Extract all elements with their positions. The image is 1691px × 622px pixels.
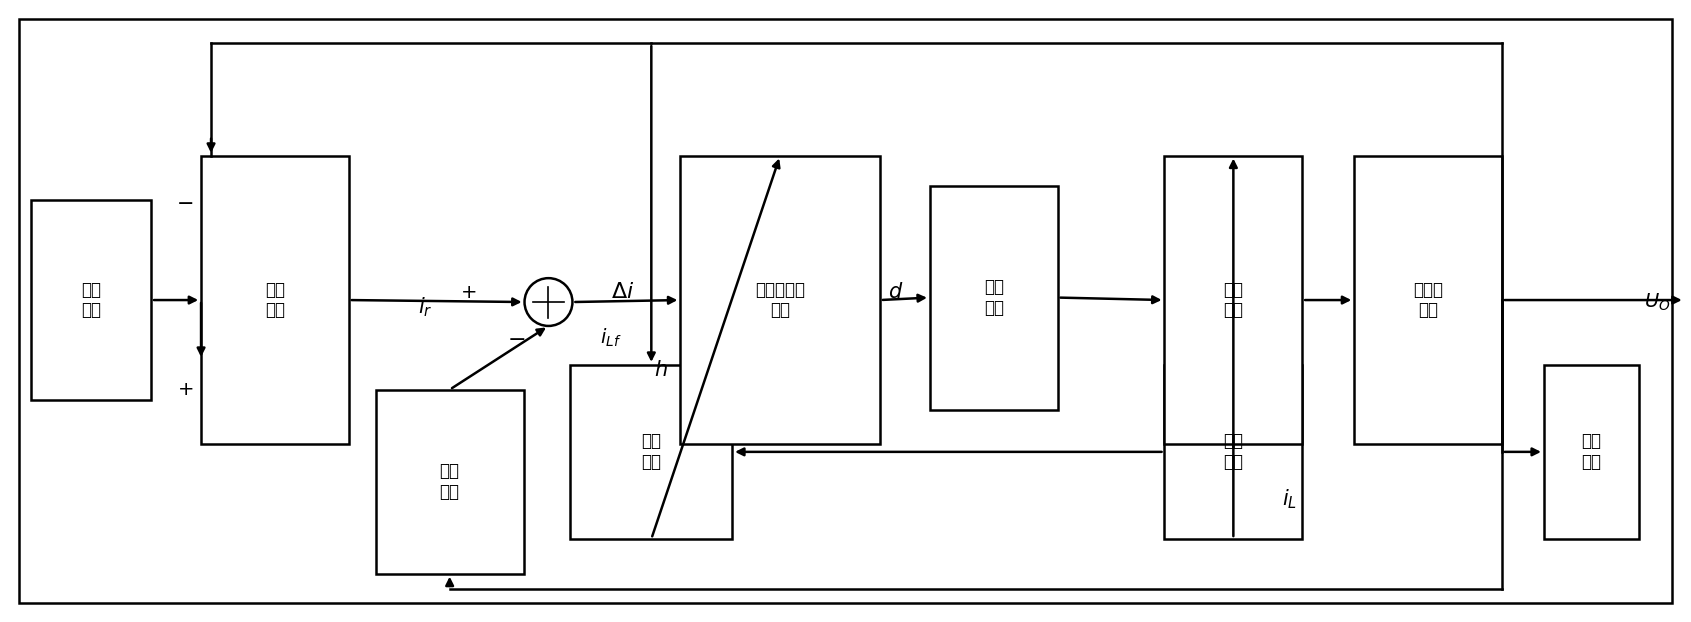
Text: 低通滤
波器: 低通滤 波器 — [1414, 281, 1442, 320]
Text: $-$: $-$ — [507, 328, 526, 348]
FancyBboxPatch shape — [930, 185, 1057, 409]
FancyBboxPatch shape — [570, 364, 732, 539]
Text: 驱动
电路: 驱动 电路 — [984, 278, 1004, 317]
Text: $U_O$: $U_O$ — [1644, 291, 1671, 313]
Text: 电压
反馈: 电压 反馈 — [1581, 432, 1601, 471]
Text: 逆变
桥臂: 逆变 桥臂 — [1223, 281, 1243, 320]
FancyBboxPatch shape — [1165, 156, 1302, 444]
Text: $+$: $+$ — [176, 380, 193, 399]
Text: $-$: $-$ — [176, 192, 193, 213]
FancyBboxPatch shape — [1544, 364, 1639, 539]
Text: $i_{Lf}$: $i_{Lf}$ — [600, 327, 622, 349]
Text: $i_L$: $i_L$ — [1282, 488, 1297, 511]
Text: 母线
电压: 母线 电压 — [1223, 432, 1243, 471]
FancyBboxPatch shape — [375, 389, 524, 574]
Text: $\Delta i$: $\Delta i$ — [610, 282, 634, 302]
Text: 环宽
调节: 环宽 调节 — [641, 432, 661, 471]
FancyBboxPatch shape — [32, 200, 150, 399]
FancyBboxPatch shape — [1165, 364, 1302, 539]
FancyBboxPatch shape — [1354, 156, 1502, 444]
Text: $i_r$: $i_r$ — [418, 295, 433, 319]
Text: $h$: $h$ — [654, 360, 668, 380]
Text: 电压
调节: 电压 调节 — [265, 281, 286, 320]
Text: 变环宽滞环
比较: 变环宽滞环 比较 — [756, 281, 805, 320]
Text: 正弦
基准: 正弦 基准 — [81, 281, 101, 320]
FancyBboxPatch shape — [680, 156, 879, 444]
Text: $+$: $+$ — [460, 282, 477, 302]
Text: $d$: $d$ — [888, 282, 903, 302]
Text: 电流
反馈: 电流 反馈 — [440, 462, 460, 501]
FancyBboxPatch shape — [201, 156, 348, 444]
